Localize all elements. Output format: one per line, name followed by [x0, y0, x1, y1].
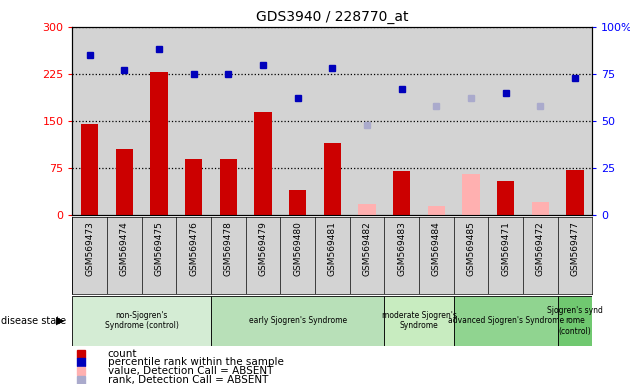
- Title: GDS3940 / 228770_at: GDS3940 / 228770_at: [256, 10, 409, 25]
- Bar: [220, 159, 237, 215]
- Text: GSM569473: GSM569473: [85, 221, 94, 276]
- Text: GSM569476: GSM569476: [189, 221, 198, 276]
- Bar: [566, 170, 583, 215]
- Text: GSM569483: GSM569483: [397, 221, 406, 276]
- Text: percentile rank within the sample: percentile rank within the sample: [108, 358, 284, 367]
- Text: rank, Detection Call = ABSENT: rank, Detection Call = ABSENT: [108, 375, 268, 384]
- Bar: [428, 206, 445, 215]
- Text: GSM569482: GSM569482: [362, 221, 372, 276]
- Bar: [558, 296, 592, 346]
- Bar: [72, 296, 211, 346]
- Bar: [532, 202, 549, 215]
- Text: Sjogren's synd
rome
(control): Sjogren's synd rome (control): [547, 306, 603, 336]
- Bar: [384, 296, 454, 346]
- Text: GSM569481: GSM569481: [328, 221, 337, 276]
- Text: ▶: ▶: [56, 316, 65, 326]
- Text: GSM569472: GSM569472: [536, 221, 545, 276]
- Text: early Sjogren's Syndrome: early Sjogren's Syndrome: [249, 316, 347, 325]
- Text: disease state: disease state: [1, 316, 66, 326]
- Text: GSM569479: GSM569479: [258, 221, 268, 276]
- Text: GSM569478: GSM569478: [224, 221, 233, 276]
- Text: moderate Sjogren's
Syndrome: moderate Sjogren's Syndrome: [382, 311, 456, 330]
- Text: value, Detection Call = ABSENT: value, Detection Call = ABSENT: [108, 366, 273, 376]
- Text: GSM569475: GSM569475: [154, 221, 164, 276]
- Bar: [151, 72, 168, 215]
- Bar: [324, 143, 341, 215]
- Text: GSM569485: GSM569485: [466, 221, 476, 276]
- Bar: [211, 296, 384, 346]
- Bar: [185, 159, 202, 215]
- Text: advanced Sjogren's Syndrome: advanced Sjogren's Syndrome: [447, 316, 564, 325]
- Bar: [116, 149, 133, 215]
- Bar: [497, 180, 514, 215]
- Text: GSM569480: GSM569480: [293, 221, 302, 276]
- Bar: [454, 296, 558, 346]
- Bar: [462, 174, 479, 215]
- Bar: [358, 204, 375, 215]
- Bar: [289, 190, 306, 215]
- Text: GSM569477: GSM569477: [570, 221, 580, 276]
- Text: GSM569484: GSM569484: [432, 221, 441, 276]
- Bar: [393, 171, 410, 215]
- Text: GSM569474: GSM569474: [120, 221, 129, 276]
- Bar: [81, 124, 98, 215]
- Text: non-Sjogren's
Syndrome (control): non-Sjogren's Syndrome (control): [105, 311, 179, 330]
- Text: count: count: [108, 349, 137, 359]
- Text: GSM569471: GSM569471: [501, 221, 510, 276]
- Bar: [255, 112, 272, 215]
